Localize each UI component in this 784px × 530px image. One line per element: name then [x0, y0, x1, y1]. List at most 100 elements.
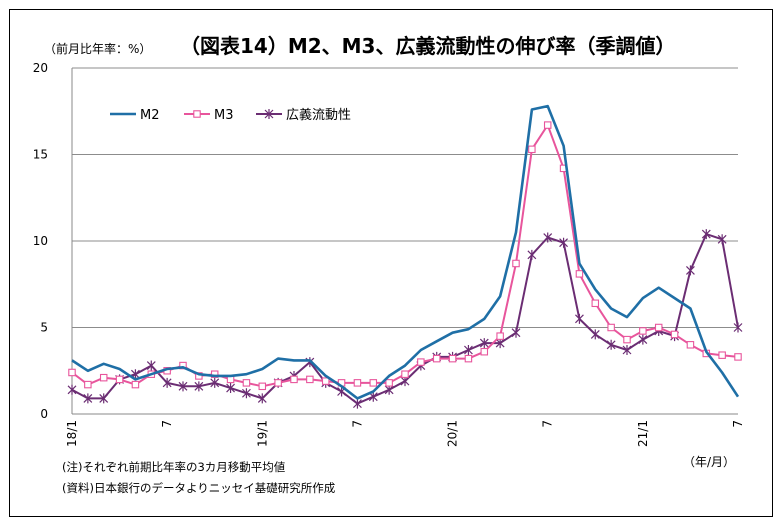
data-point-star — [146, 360, 156, 371]
data-point-star — [622, 344, 632, 355]
data-point-square — [686, 341, 695, 349]
data-point-square — [210, 370, 219, 378]
data-point-square — [607, 323, 615, 332]
data-point-square — [734, 353, 742, 361]
data-point-star — [606, 339, 616, 350]
data-point-square — [496, 332, 504, 340]
x-axis-unit-label: （年/月） — [683, 455, 735, 469]
data-point-square — [528, 145, 536, 154]
y-tick-label: 15 — [33, 148, 48, 162]
y-tick-label: 0 — [40, 407, 48, 421]
data-point-square — [195, 372, 203, 380]
data-point-square — [306, 375, 314, 384]
chart-title: （図表14）M2、M3、広義流動性の伸び率（季調値） — [180, 34, 675, 58]
data-point-square — [448, 354, 457, 363]
data-point-square — [464, 354, 473, 363]
data-point-square — [274, 379, 282, 387]
data-point-square — [353, 379, 362, 387]
x-tick-label: 18/1 — [65, 420, 79, 447]
data-point-square — [591, 299, 600, 308]
data-point-star — [717, 234, 727, 245]
y-tick-label: 5 — [40, 321, 48, 335]
data-point-square — [480, 347, 489, 356]
data-point-square — [385, 379, 393, 387]
x-tick-label: 7 — [160, 420, 174, 428]
data-point-star — [67, 384, 77, 395]
y-axis-unit-label: （前月比年率：%） — [44, 41, 151, 56]
series-broad-liquidity — [67, 229, 743, 409]
data-point-star — [638, 334, 648, 345]
legend-item: 広義流動性 — [256, 107, 351, 123]
data-point-star — [733, 322, 743, 333]
data-point-star — [83, 393, 93, 404]
data-point-square — [84, 380, 92, 389]
data-point-star — [353, 398, 362, 409]
data-point-square — [68, 368, 76, 377]
legend: M2 M3 広義流動性 — [110, 107, 351, 123]
axis-layer — [71, 68, 738, 415]
data-point-star — [257, 393, 267, 404]
data-point-star — [511, 327, 521, 338]
data-point-square — [242, 379, 251, 387]
data-point-square — [193, 110, 201, 118]
data-point-square — [115, 375, 124, 384]
legend-label: 広義流動性 — [286, 107, 351, 123]
data-point-square — [369, 379, 378, 387]
data-point-square — [321, 377, 330, 385]
data-point-star — [701, 229, 711, 240]
series-line — [71, 104, 740, 400]
y-tick-label: 10 — [33, 234, 48, 248]
data-point-star — [575, 313, 584, 324]
data-point-square — [401, 370, 409, 378]
data-point-star — [464, 344, 473, 355]
x-tick-labels: 18/1 7 19/1 7 20/1 7 21/1 7 — [65, 420, 745, 447]
series-m3 — [68, 121, 742, 391]
chart-frame — [9, 9, 773, 517]
data-point-star — [162, 377, 172, 388]
footnote-source: (資料)日本銀行のデータよりニッセイ基礎研究所作成 — [62, 481, 336, 495]
data-point-square — [512, 259, 520, 268]
y-tick-labels: 0 5 10 15 20 — [33, 61, 48, 421]
x-tick-label: 7 — [350, 420, 364, 428]
legend-item: M3 — [184, 108, 234, 123]
data-point-square — [543, 121, 552, 129]
data-point-star — [527, 249, 537, 260]
data-point-star — [99, 393, 109, 404]
x-tick-label: 19/1 — [255, 420, 269, 447]
data-point-star — [543, 232, 553, 243]
data-point-square — [179, 361, 187, 370]
data-point-square — [432, 354, 441, 363]
x-tick-label: 7 — [731, 420, 745, 428]
data-point-star — [194, 381, 204, 392]
grid-layer — [72, 67, 738, 328]
data-point-star — [559, 237, 568, 248]
data-point-star — [210, 377, 220, 388]
data-point-square — [575, 270, 584, 278]
data-point-star — [590, 329, 600, 340]
data-point-star — [178, 381, 188, 392]
x-tick-label: 21/1 — [636, 420, 650, 447]
series-line — [71, 124, 739, 388]
data-point-star — [226, 383, 235, 394]
data-point-square — [718, 351, 726, 359]
data-point-star — [479, 338, 489, 349]
data-point-square — [99, 373, 108, 382]
data-point-star — [242, 388, 251, 399]
data-point-square — [670, 330, 679, 339]
data-point-star — [686, 265, 695, 276]
data-point-square — [417, 358, 425, 366]
data-point-square — [290, 375, 298, 384]
data-point-square — [131, 380, 140, 389]
data-point-square — [639, 327, 647, 335]
data-point-square — [623, 335, 631, 344]
legend-item: M2 — [110, 108, 160, 123]
data-point-star — [264, 109, 274, 119]
legend-label: M3 — [214, 108, 234, 123]
series-m2 — [71, 104, 740, 400]
footnote-note: (注)それぞれ前期比年率の3カ月移動平均値 — [62, 460, 286, 474]
x-tick-label: 7 — [541, 420, 555, 428]
legend-label: M2 — [140, 108, 160, 123]
data-point-square — [654, 323, 663, 332]
data-point-square — [258, 382, 267, 391]
